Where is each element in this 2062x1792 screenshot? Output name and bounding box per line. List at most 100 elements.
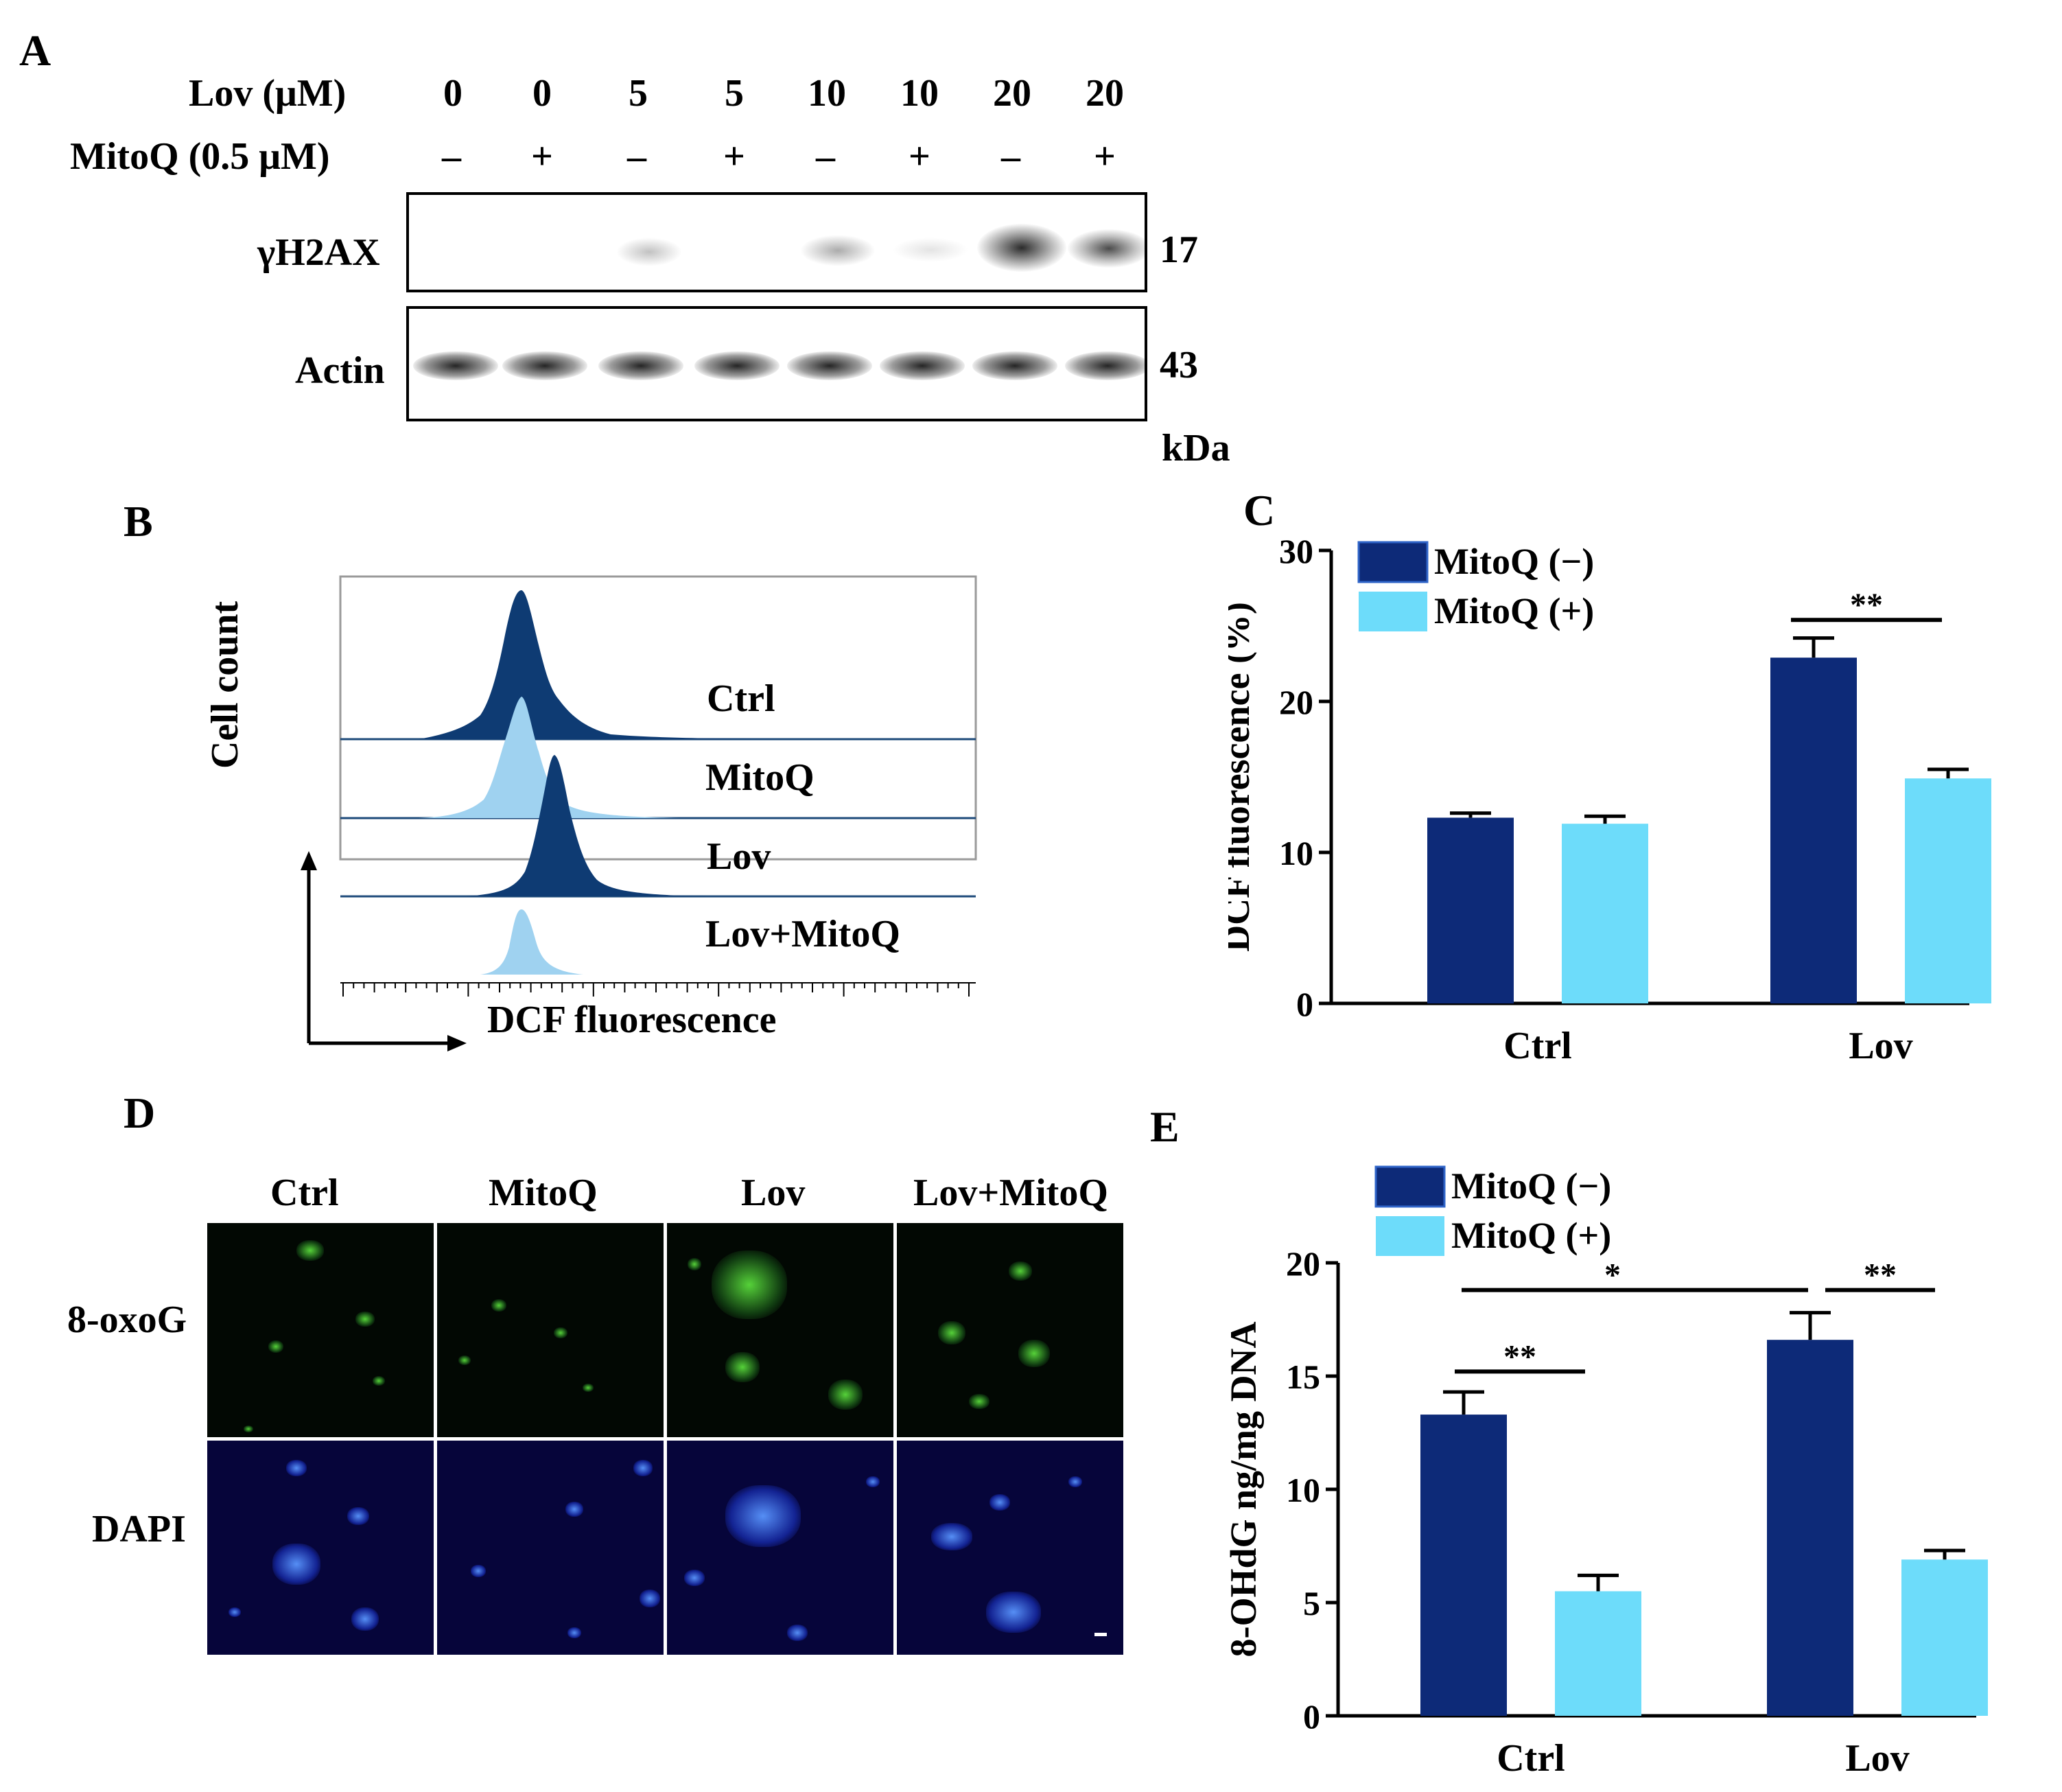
actin-band-lane-6 [880,351,965,380]
oxog-cluster [583,1384,594,1392]
mitoq-concentration-label: MitoQ (0.5 μM) [70,135,330,178]
oxog-cluster [458,1355,471,1365]
mitoq-value-lane-5: – [816,135,835,178]
actin-band-lane-2 [502,351,587,380]
panel-c-letter: C [1243,486,1276,535]
legend-label-1: MitoQ (−) [1434,541,1594,582]
dapi-image-3 [667,1441,893,1655]
dapi-cluster [1068,1476,1082,1487]
kda-unit-label: kDa [1162,427,1230,469]
actin-blot [406,306,1147,421]
panel-e-letter: E [1150,1102,1180,1151]
lov-value-lane-5: 10 [808,72,846,115]
micro-col-label-4: Lov+MitoQ [913,1172,1108,1214]
y-tick-label: 15 [1286,1358,1320,1396]
oxog-image-1 [207,1223,434,1437]
dapi-image-1 [207,1441,434,1655]
flow-row-lov: Lov [707,835,771,878]
lov-value-lane-8: 20 [1086,72,1124,115]
dapi-cluster [633,1460,653,1476]
bar-lov-series-1 [1770,658,1857,1003]
scale-bar [1094,1633,1107,1636]
lov-value-lane-7: 20 [993,72,1031,115]
mitoq-value-lane-2: + [531,135,553,178]
bar-ctrl-series-2 [1562,824,1648,1003]
bar-lov-series-1 [1767,1340,1853,1716]
dapi-cluster [272,1544,320,1585]
flow-row-ctrl: Ctrl [707,677,775,720]
bar-lov-series-2 [1901,1559,1988,1716]
oxog-image-3 [667,1223,893,1437]
micro-col-label-1: Ctrl [270,1172,339,1214]
legend-swatch-2 [1359,592,1427,631]
oxog-cluster [268,1340,283,1353]
significance-label: ** [1850,587,1883,623]
chart-e-8ohdg: 0 5 10 15 20 8-OHdG ng/mg DNA Ctrl Lov MitoQ (−)… [1228,1165,1988,1780]
x-tick-label: Ctrl [1503,1025,1572,1067]
dapi-cluster [986,1592,1041,1633]
oxog-cluster [355,1312,375,1327]
oxog-cluster [554,1327,567,1338]
actin-band-lane-8 [1065,351,1145,380]
lov-value-lane-3: 5 [629,72,648,115]
mitoq-value-lane-1: – [442,135,461,178]
flow-lov-histogram [467,755,707,896]
x-tick-label: Lov [1845,1737,1909,1780]
dapi-cluster [351,1607,379,1631]
oxog-cluster [244,1426,253,1432]
legend-swatch-1 [1357,541,1429,583]
oxog-image-4 [897,1223,1123,1437]
gh2ax-kda: 17 [1160,229,1198,271]
mitoq-value-lane-7: – [1001,135,1020,178]
flow-x-axis-label: DCF fluorescence [487,999,777,1041]
lov-concentration-label: Lov (μM) [189,72,347,115]
actin-band-lane-4 [694,351,780,380]
gh2ax-blot [406,192,1147,292]
micro-col-label-2: MitoQ [489,1172,598,1214]
x-tick-label: Lov [1849,1025,1912,1067]
significance-label-lov: ** [1864,1257,1897,1294]
y-tick-label: 5 [1303,1584,1320,1622]
dapi-cluster [725,1485,801,1547]
y-axis-label: 8-OHdG ng/mg DNA [1228,1321,1264,1657]
dapi-cluster [866,1476,880,1487]
lov-value-lane-6: 10 [900,72,939,115]
gh2ax-band-lane7 [977,224,1066,272]
significance-label-ctrl: ** [1503,1338,1536,1375]
actin-kda: 43 [1160,344,1198,386]
gh2ax-band-lane5 [800,235,876,266]
gh2ax-label: γH2AX [257,231,380,274]
micro-grid [207,1223,1127,1660]
oxog-cluster [725,1352,760,1382]
actin-label: Actin [295,349,385,392]
y-tick-label: 20 [1286,1244,1320,1283]
dapi-cluster [684,1570,705,1586]
mitoq-value-lane-4: + [723,135,745,178]
flow-ctrl-histogram [419,590,775,739]
legend-label-2: MitoQ (+) [1434,590,1594,631]
dapi-cluster [471,1565,486,1577]
lov-value-lane-2: 0 [532,72,552,115]
micro-row-dapi: DAPI [92,1508,186,1550]
gh2ax-band-lane3 [616,237,682,266]
flow-histogram-overlay [301,575,977,1051]
dapi-image-2 [437,1441,664,1655]
dapi-cluster [989,1494,1010,1511]
actin-band-lane-5 [787,351,872,380]
dapi-cluster [567,1627,581,1638]
y-tick-label: 30 [1279,532,1313,570]
legend-swatch-2 [1376,1216,1444,1256]
dapi-cluster [787,1625,808,1641]
dapi-cluster [565,1502,583,1517]
oxog-cluster [296,1240,324,1261]
oxog-cluster [1009,1261,1032,1281]
oxog-cluster [712,1250,787,1319]
gh2ax-band-lane6 [893,237,968,262]
flow-lov-mitoq-histogram [480,909,583,975]
bar-ctrl-series-1 [1427,817,1514,1003]
oxog-cluster [828,1380,863,1410]
y-tick-label: 0 [1303,1697,1320,1736]
actin-band-lane-7 [972,351,1057,380]
legend-label-1: MitoQ (−) [1451,1165,1611,1207]
micro-row-8oxog: 8-oxoG [67,1299,187,1341]
